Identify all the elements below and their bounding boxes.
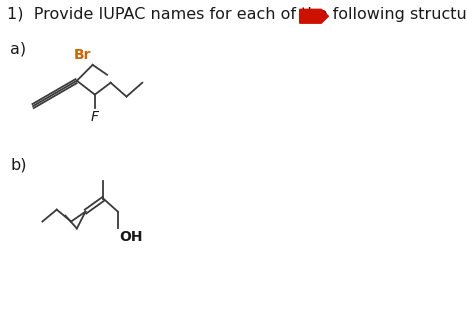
Text: F: F [91,111,99,124]
Text: 1)  Provide IUPAC names for each of the following structures: 1) Provide IUPAC names for each of the f… [7,7,467,22]
Text: a): a) [10,41,26,56]
Text: b): b) [10,157,27,172]
Text: OH: OH [119,230,143,244]
Text: Br: Br [74,48,91,62]
Polygon shape [300,9,328,23]
